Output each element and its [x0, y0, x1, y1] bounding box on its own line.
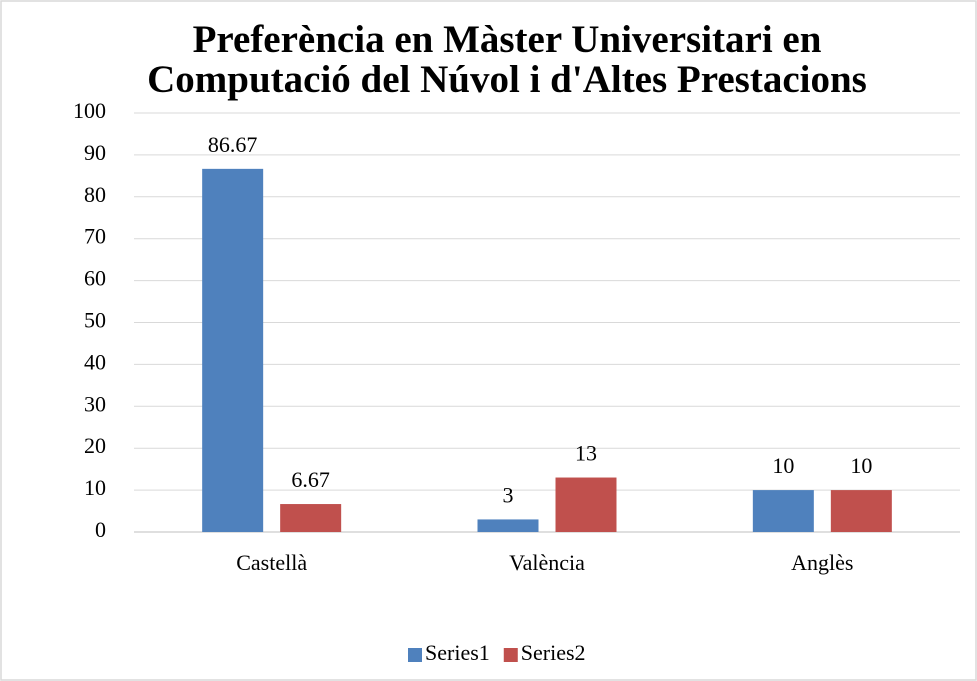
- legend-swatch: [503, 648, 518, 662]
- bar: [830, 490, 892, 532]
- y-tick-label: 40: [84, 349, 106, 374]
- legend-swatch: [408, 648, 422, 662]
- bar: [202, 168, 264, 532]
- data-label: 10: [850, 453, 872, 478]
- x-tick-label: València: [509, 550, 585, 575]
- legend-label: Series1: [425, 640, 490, 665]
- bar: [280, 504, 342, 532]
- bar: [555, 477, 617, 532]
- bar: [752, 490, 814, 532]
- y-tick-label: 30: [84, 391, 106, 416]
- x-tick-label: Castellà: [236, 550, 307, 575]
- y-tick-label: 100: [73, 98, 106, 123]
- y-tick-label: 50: [84, 308, 106, 333]
- data-label: 6.67: [291, 467, 330, 492]
- y-tick-label: 10: [84, 475, 106, 500]
- y-tick-label: 20: [84, 433, 106, 458]
- data-label: 10: [772, 453, 794, 478]
- legend-label: Series2: [521, 640, 586, 665]
- y-tick-label: 80: [84, 182, 106, 207]
- data-label: 13: [575, 441, 597, 466]
- chart-title: Preferència en Màster Universitari en Co…: [147, 18, 867, 101]
- x-tick-label: Anglès: [791, 550, 853, 575]
- y-tick-label: 60: [84, 266, 106, 291]
- data-label: 3: [503, 482, 514, 507]
- y-tick-label: 90: [84, 140, 106, 165]
- data-label: 86.67: [208, 132, 258, 157]
- y-tick-label: 0: [95, 517, 106, 542]
- bar: [477, 519, 539, 532]
- y-tick-label: 70: [84, 224, 106, 249]
